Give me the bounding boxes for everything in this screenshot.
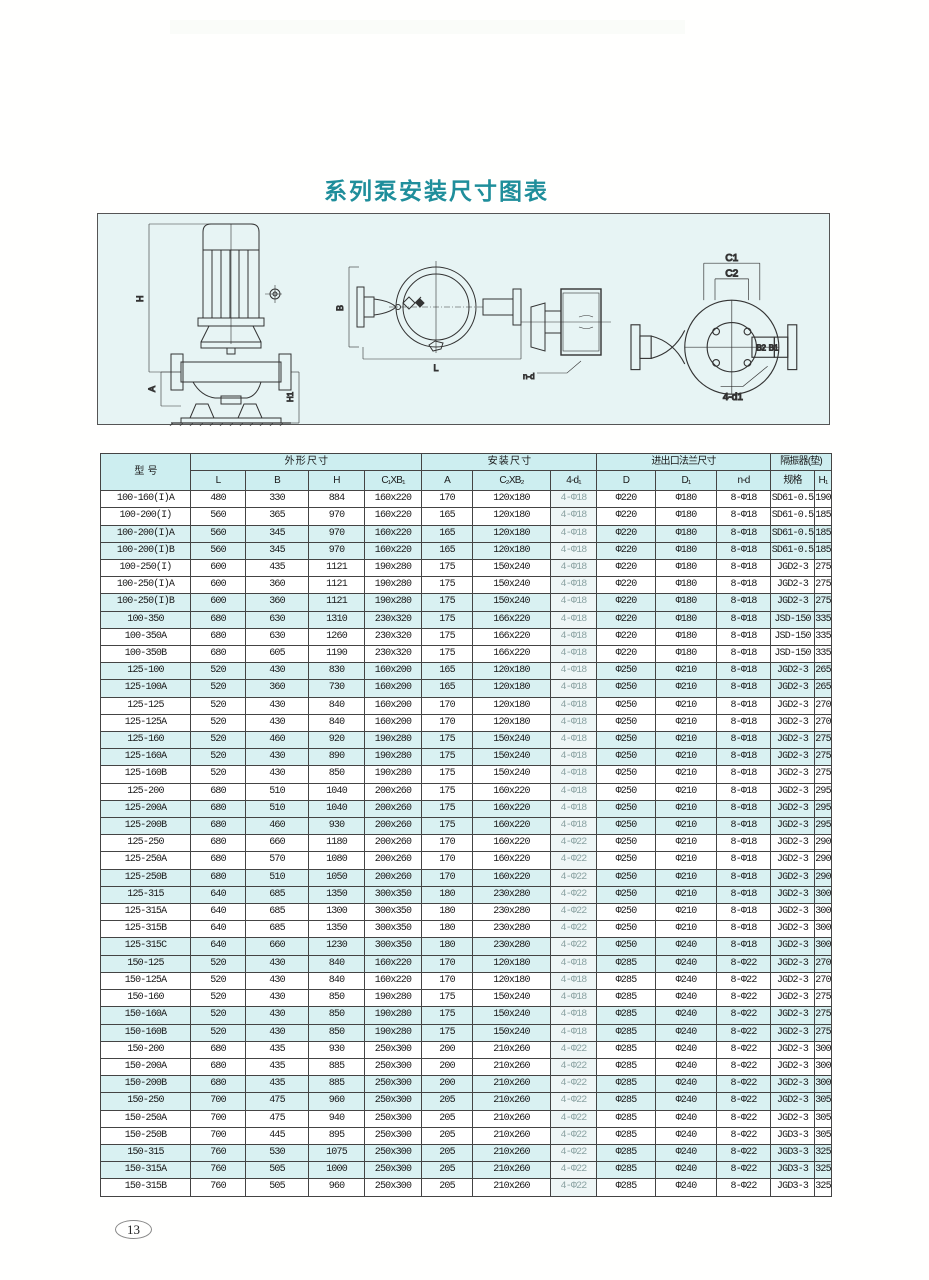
svg-text:C1: C1	[725, 253, 738, 264]
svg-text:H1: H1	[286, 391, 295, 402]
svg-text:C2: C2	[725, 269, 738, 280]
svg-text:n-d: n-d	[523, 372, 535, 381]
svg-text:B2: B2	[756, 344, 766, 353]
svg-text:H: H	[135, 296, 145, 303]
svg-text:B1: B1	[769, 344, 779, 353]
svg-text:4-d1: 4-d1	[723, 392, 744, 403]
svg-text:A: A	[147, 386, 157, 392]
svg-text:L: L	[433, 363, 438, 373]
svg-text:B: B	[335, 305, 345, 311]
